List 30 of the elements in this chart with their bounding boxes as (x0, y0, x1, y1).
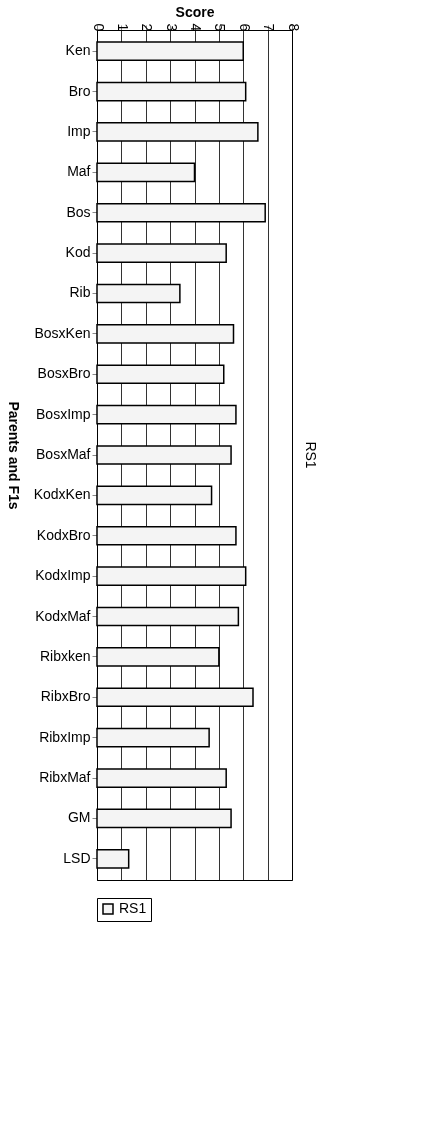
y-tick-label: GM (67, 809, 91, 826)
legend-label: RS1 (119, 900, 147, 916)
y-tick-label: KodxBro (36, 526, 91, 543)
y-tick-label: Bos (66, 203, 91, 220)
y-tick-label: BosxImp (36, 405, 91, 422)
y-tick-label: BosxBro (37, 365, 91, 382)
y-tick-label: Kod (65, 244, 91, 261)
y-tick-label: KodxImp (35, 567, 91, 584)
y-tick-label: Ribxken (39, 647, 91, 664)
x-tick-label: 1 (114, 23, 131, 32)
y-tick-label: LSD (63, 849, 91, 866)
y-tick-label: RibxMaf (39, 769, 91, 786)
y-tick-label: Maf (67, 163, 91, 180)
x-tick-label: 2 (139, 23, 156, 32)
y-tick-label: BosxKen (34, 324, 91, 341)
x-axis-title: Score (175, 3, 215, 20)
x-tick-label: 8 (285, 23, 302, 32)
y-axis-title: Parents and F1s (5, 401, 22, 510)
y-tick-label: Bro (68, 82, 91, 99)
y-tick-label: KodxKen (33, 486, 91, 503)
y-tick-label: Ken (65, 42, 91, 59)
y-tick-label: BosxMaf (36, 446, 91, 462)
text: RS1 (303, 441, 319, 469)
y-tick-label: Imp (67, 122, 91, 139)
y-tick-label: RibxImp (39, 728, 91, 745)
x-tick-label: 4 (188, 23, 204, 32)
y-tick-label: RibxBro (40, 688, 91, 705)
y-tick-label: KodxMaf (35, 607, 91, 624)
x-tick-label: 7 (261, 23, 278, 32)
y-tick-label: Rib (69, 284, 91, 301)
